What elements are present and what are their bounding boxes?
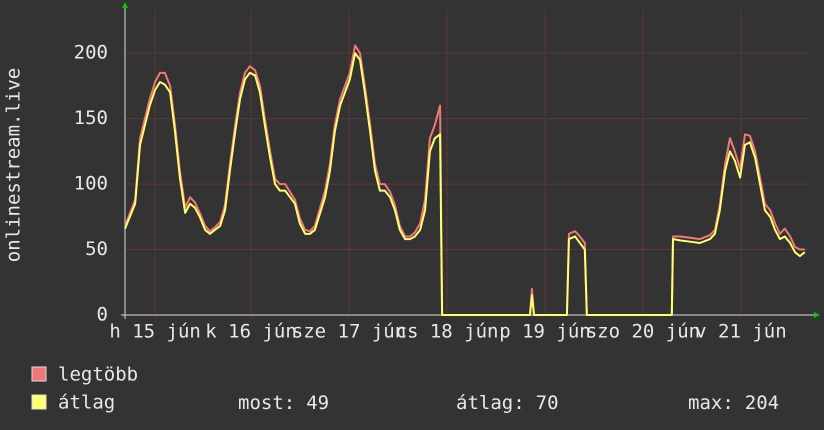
- stat: most: 49: [238, 392, 329, 414]
- y-tick-label: 50: [85, 238, 108, 260]
- stat-value: 70: [536, 392, 559, 414]
- x-tick-label: szo 20 jún: [586, 321, 700, 343]
- stat-value: 49: [306, 392, 329, 414]
- series-line: [124, 52, 806, 316]
- legend-swatch: [31, 394, 47, 410]
- legend-label: legtöbb: [58, 364, 138, 386]
- stat-label: most:: [238, 392, 295, 414]
- y-axis-label: onlinestream.live: [3, 68, 25, 262]
- x-tick-label: h 15 jún: [109, 321, 201, 343]
- x-tick-label: p 19 jún: [499, 321, 591, 343]
- y-tick-label: 150: [74, 107, 108, 129]
- x-tick-label: k 16 jún: [205, 321, 297, 343]
- stat-label: átlag:: [456, 392, 525, 414]
- legend-label: átlag: [58, 392, 115, 414]
- x-tick-label: cs 18 jún: [396, 321, 499, 343]
- y-tick-label: 100: [74, 173, 108, 195]
- stat: max: 204: [688, 392, 779, 414]
- x-tick-label: sze 17 jún: [292, 321, 406, 343]
- axis-arrow: [814, 312, 820, 318]
- axis-arrow: [122, 2, 128, 8]
- stat-value: 204: [745, 392, 779, 414]
- y-tick-label: 200: [74, 42, 108, 64]
- y-tick-label: 0: [97, 304, 108, 326]
- legend-swatch: [31, 366, 47, 382]
- stat: átlag: 70: [456, 392, 559, 414]
- x-tick-label: v 21 jún: [695, 321, 787, 343]
- stat-label: max:: [688, 392, 734, 414]
